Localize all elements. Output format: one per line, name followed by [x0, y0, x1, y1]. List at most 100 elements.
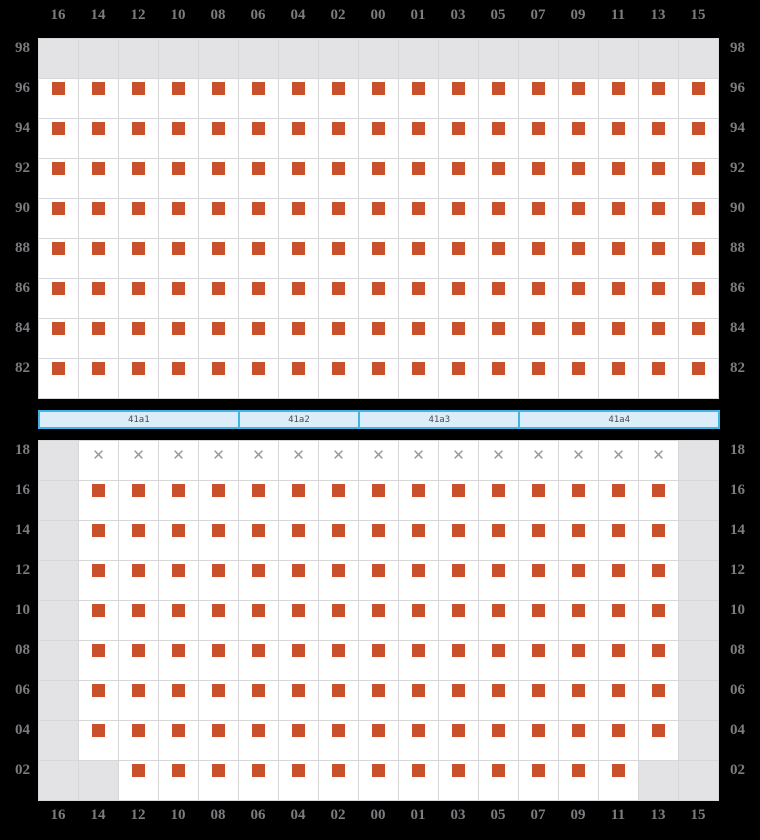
seat-cell[interactable]: [359, 761, 398, 800]
seat-cell[interactable]: [479, 199, 518, 238]
seat-cell[interactable]: [519, 521, 558, 560]
seat-cell[interactable]: [159, 199, 198, 238]
seat-cell[interactable]: [359, 159, 398, 198]
seat-cell[interactable]: [639, 319, 678, 358]
seat-cell[interactable]: [39, 159, 78, 198]
seat-cell[interactable]: [79, 601, 118, 640]
seat-cell[interactable]: [359, 359, 398, 398]
seat-cell[interactable]: [39, 79, 78, 118]
seat-cell[interactable]: [519, 359, 558, 398]
seat-cell[interactable]: [359, 521, 398, 560]
seat-cell[interactable]: [399, 521, 438, 560]
seat-cell[interactable]: [119, 119, 158, 158]
seat-cell[interactable]: [359, 239, 398, 278]
seat-cell[interactable]: [239, 601, 278, 640]
seat-cell[interactable]: [639, 159, 678, 198]
seat-cell[interactable]: [639, 681, 678, 720]
seat-cell[interactable]: [199, 761, 238, 800]
seat-cell[interactable]: [239, 721, 278, 760]
seat-cell[interactable]: [199, 681, 238, 720]
seat-cell[interactable]: [79, 359, 118, 398]
seat-cell[interactable]: [359, 199, 398, 238]
seat-cell[interactable]: [439, 681, 478, 720]
seat-cell[interactable]: [159, 721, 198, 760]
seat-cell[interactable]: [79, 239, 118, 278]
seat-cell[interactable]: [279, 279, 318, 318]
seat-cell[interactable]: [319, 481, 358, 520]
seat-cell[interactable]: [119, 199, 158, 238]
seat-cell[interactable]: [639, 641, 678, 680]
seat-cell[interactable]: [479, 681, 518, 720]
seat-cell[interactable]: [79, 481, 118, 520]
seat-cell[interactable]: [279, 119, 318, 158]
seat-cell[interactable]: [399, 199, 438, 238]
seat-cell[interactable]: [479, 319, 518, 358]
seat-cell[interactable]: [479, 641, 518, 680]
seat-cell[interactable]: [119, 561, 158, 600]
seat-cell[interactable]: [159, 641, 198, 680]
seat-cell[interactable]: [559, 561, 598, 600]
seat-cell[interactable]: [559, 359, 598, 398]
seat-cell[interactable]: [39, 239, 78, 278]
seat-cell[interactable]: [639, 521, 678, 560]
seat-cell[interactable]: [639, 481, 678, 520]
seat-cell[interactable]: [79, 641, 118, 680]
seat-cell[interactable]: [639, 119, 678, 158]
seat-cell[interactable]: [679, 239, 718, 278]
seat-cell[interactable]: [679, 279, 718, 318]
seat-cell[interactable]: [199, 359, 238, 398]
seat-cell[interactable]: [599, 199, 638, 238]
seat-cell[interactable]: [119, 721, 158, 760]
seat-cell[interactable]: [399, 561, 438, 600]
seat-cell[interactable]: [559, 481, 598, 520]
seat-cell[interactable]: [479, 521, 518, 560]
seat-cell[interactable]: [159, 319, 198, 358]
seat-cell[interactable]: [479, 561, 518, 600]
seat-cell[interactable]: [199, 79, 238, 118]
seat-cell[interactable]: [39, 279, 78, 318]
seat-cell[interactable]: [79, 119, 118, 158]
seat-cell[interactable]: [159, 119, 198, 158]
seat-cell[interactable]: [199, 239, 238, 278]
seat-cell[interactable]: [519, 159, 558, 198]
seat-cell[interactable]: [559, 521, 598, 560]
seat-cell[interactable]: [159, 359, 198, 398]
seat-cell[interactable]: [439, 561, 478, 600]
seat-cell[interactable]: [439, 721, 478, 760]
seat-cell[interactable]: [279, 641, 318, 680]
seat-cell[interactable]: [119, 359, 158, 398]
seat-cell[interactable]: [639, 79, 678, 118]
seat-cell[interactable]: [599, 641, 638, 680]
seat-cell[interactable]: [399, 721, 438, 760]
seat-cell[interactable]: [119, 681, 158, 720]
seat-cell[interactable]: [599, 601, 638, 640]
seat-cell[interactable]: [439, 239, 478, 278]
seat-cell[interactable]: [399, 681, 438, 720]
seat-cell[interactable]: [119, 279, 158, 318]
seat-cell[interactable]: [559, 279, 598, 318]
seat-cell[interactable]: [399, 481, 438, 520]
seat-cell[interactable]: [479, 119, 518, 158]
seat-cell[interactable]: [599, 721, 638, 760]
seat-cell[interactable]: [279, 79, 318, 118]
seat-cell[interactable]: [119, 521, 158, 560]
seat-cell[interactable]: [519, 721, 558, 760]
seat-cell[interactable]: [279, 561, 318, 600]
seat-cell[interactable]: [599, 481, 638, 520]
seat-cell[interactable]: [239, 79, 278, 118]
seat-cell[interactable]: [479, 601, 518, 640]
seat-cell[interactable]: [319, 159, 358, 198]
seat-cell[interactable]: [599, 279, 638, 318]
seat-cell[interactable]: [159, 561, 198, 600]
seat-cell[interactable]: [239, 279, 278, 318]
seat-cell[interactable]: [559, 199, 598, 238]
seat-cell[interactable]: [319, 279, 358, 318]
seat-cell[interactable]: [519, 199, 558, 238]
seat-cell[interactable]: [399, 601, 438, 640]
seat-cell[interactable]: [599, 239, 638, 278]
seat-cell[interactable]: [639, 561, 678, 600]
seat-cell[interactable]: [479, 721, 518, 760]
seat-cell[interactable]: [359, 681, 398, 720]
seat-cell[interactable]: [559, 319, 598, 358]
seat-cell[interactable]: [199, 641, 238, 680]
